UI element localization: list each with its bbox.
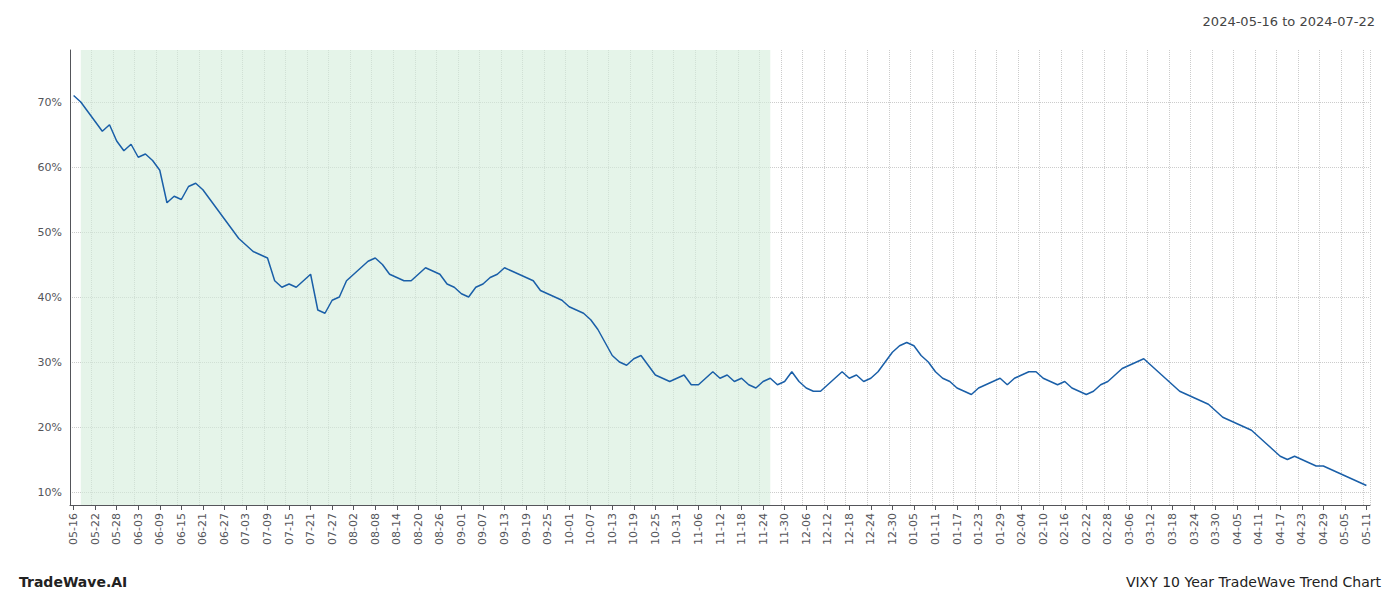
- svg-text:07-21: 07-21: [304, 513, 317, 545]
- svg-text:TradeWave.AI: TradeWave.AI: [19, 574, 127, 590]
- svg-text:11-18: 11-18: [735, 513, 748, 545]
- svg-text:10-25: 10-25: [649, 513, 662, 545]
- svg-text:02-16: 02-16: [1058, 513, 1071, 545]
- svg-text:02-22: 02-22: [1080, 513, 1093, 545]
- svg-text:04-23: 04-23: [1295, 513, 1308, 545]
- svg-text:09-13: 09-13: [498, 513, 511, 545]
- svg-text:01-23: 01-23: [972, 513, 985, 545]
- svg-text:03-06: 03-06: [1123, 513, 1136, 545]
- svg-text:03-24: 03-24: [1188, 513, 1201, 545]
- svg-text:VIXY 10 Year TradeWave Trend C: VIXY 10 Year TradeWave Trend Chart: [1126, 574, 1382, 590]
- svg-text:06-03: 06-03: [132, 513, 145, 545]
- svg-text:06-15: 06-15: [175, 513, 188, 545]
- svg-text:11-06: 11-06: [692, 513, 705, 545]
- svg-text:01-17: 01-17: [951, 513, 964, 545]
- svg-text:70%: 70%: [38, 96, 62, 109]
- svg-text:2024-05-16 to 2024-07-22: 2024-05-16 to 2024-07-22: [1203, 14, 1375, 29]
- svg-text:04-11: 04-11: [1252, 513, 1265, 545]
- svg-text:05-16: 05-16: [67, 513, 80, 545]
- svg-text:08-20: 08-20: [412, 513, 425, 545]
- svg-text:01-11: 01-11: [929, 513, 942, 545]
- svg-text:03-18: 03-18: [1166, 513, 1179, 545]
- svg-text:05-11: 05-11: [1360, 513, 1373, 545]
- svg-text:02-04: 02-04: [1015, 513, 1028, 545]
- svg-text:60%: 60%: [38, 161, 62, 174]
- svg-text:10-01: 10-01: [563, 513, 576, 545]
- svg-text:02-28: 02-28: [1101, 513, 1114, 545]
- svg-text:10-19: 10-19: [627, 513, 640, 545]
- svg-text:12-06: 12-06: [800, 513, 813, 545]
- svg-text:10%: 10%: [38, 486, 62, 499]
- svg-text:08-26: 08-26: [433, 513, 446, 545]
- svg-text:01-05: 01-05: [907, 513, 920, 545]
- svg-text:11-12: 11-12: [714, 513, 727, 545]
- svg-text:12-18: 12-18: [843, 513, 856, 545]
- svg-text:30%: 30%: [38, 356, 62, 369]
- svg-text:08-08: 08-08: [369, 513, 382, 545]
- svg-text:07-27: 07-27: [326, 513, 339, 545]
- svg-text:06-27: 06-27: [218, 513, 231, 545]
- svg-text:02-10: 02-10: [1037, 513, 1050, 545]
- svg-text:12-12: 12-12: [821, 513, 834, 545]
- svg-text:05-28: 05-28: [110, 513, 123, 545]
- svg-text:05-22: 05-22: [89, 513, 102, 545]
- svg-text:12-30: 12-30: [886, 513, 899, 545]
- svg-text:05-05: 05-05: [1338, 513, 1351, 545]
- svg-text:03-30: 03-30: [1209, 513, 1222, 545]
- svg-text:07-03: 07-03: [239, 513, 252, 545]
- svg-text:06-21: 06-21: [196, 513, 209, 545]
- svg-text:11-24: 11-24: [757, 513, 770, 545]
- svg-text:03-12: 03-12: [1144, 513, 1157, 545]
- svg-text:10-31: 10-31: [670, 513, 683, 545]
- svg-text:11-30: 11-30: [778, 513, 791, 545]
- svg-text:04-05: 04-05: [1231, 513, 1244, 545]
- svg-text:08-14: 08-14: [390, 513, 403, 545]
- svg-text:08-02: 08-02: [347, 513, 360, 545]
- svg-text:07-15: 07-15: [283, 513, 296, 545]
- svg-text:09-25: 09-25: [541, 513, 554, 545]
- svg-text:07-09: 07-09: [261, 513, 274, 545]
- svg-text:04-29: 04-29: [1317, 513, 1330, 545]
- svg-text:01-29: 01-29: [994, 513, 1007, 545]
- svg-text:09-19: 09-19: [520, 513, 533, 545]
- svg-text:12-24: 12-24: [864, 513, 877, 545]
- svg-text:50%: 50%: [38, 226, 62, 239]
- svg-text:09-01: 09-01: [455, 513, 468, 545]
- svg-text:04-17: 04-17: [1274, 513, 1287, 545]
- svg-text:10-13: 10-13: [606, 513, 619, 545]
- svg-text:09-07: 09-07: [476, 513, 489, 545]
- svg-text:10-07: 10-07: [584, 513, 597, 545]
- svg-text:06-09: 06-09: [153, 513, 166, 545]
- svg-text:20%: 20%: [38, 421, 62, 434]
- svg-text:40%: 40%: [38, 291, 62, 304]
